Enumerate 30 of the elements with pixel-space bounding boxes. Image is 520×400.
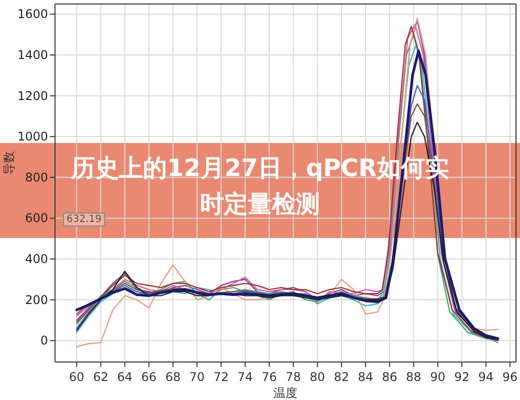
x-tick-label: 72 <box>213 370 229 384</box>
x-tick-label: 70 <box>189 370 205 384</box>
x-tick-label: 78 <box>286 370 301 384</box>
y-tick-label: 1400 <box>17 48 48 62</box>
x-tick-label: 88 <box>406 370 422 384</box>
x-tick-label: 92 <box>454 370 470 384</box>
x-tick-label: 96 <box>502 370 518 384</box>
x-tick-label: 64 <box>117 370 132 384</box>
x-tick-label: 84 <box>358 370 374 384</box>
x-tick-label: 82 <box>334 370 350 384</box>
x-tick-label: 62 <box>93 370 108 384</box>
y-axis-title: 导数 <box>2 151 16 175</box>
y-tick-label: 1200 <box>17 88 48 103</box>
y-tick-label: 200 <box>25 292 48 307</box>
x-tick-label: 60 <box>69 370 84 384</box>
y-tick-label: 400 <box>25 252 48 266</box>
x-tick-label: 80 <box>310 370 326 384</box>
y-tick-label: 0 <box>40 334 48 348</box>
x-tick-label: 94 <box>478 370 494 384</box>
x-tick-label: 76 <box>262 370 277 384</box>
x-tick-label: 66 <box>141 370 157 384</box>
y-tick-label: 1000 <box>17 130 48 144</box>
y-tick-label: 600 <box>25 211 48 226</box>
x-tick-label: 68 <box>165 370 181 384</box>
y-tick-label: 800 <box>25 170 48 184</box>
y-tick-label: 1600 <box>17 7 48 22</box>
x-tick-label: 90 <box>430 370 446 384</box>
x-tick-label: 86 <box>382 370 398 384</box>
x-axis-title: 温度 <box>274 386 298 400</box>
x-tick-label: 74 <box>238 370 253 384</box>
